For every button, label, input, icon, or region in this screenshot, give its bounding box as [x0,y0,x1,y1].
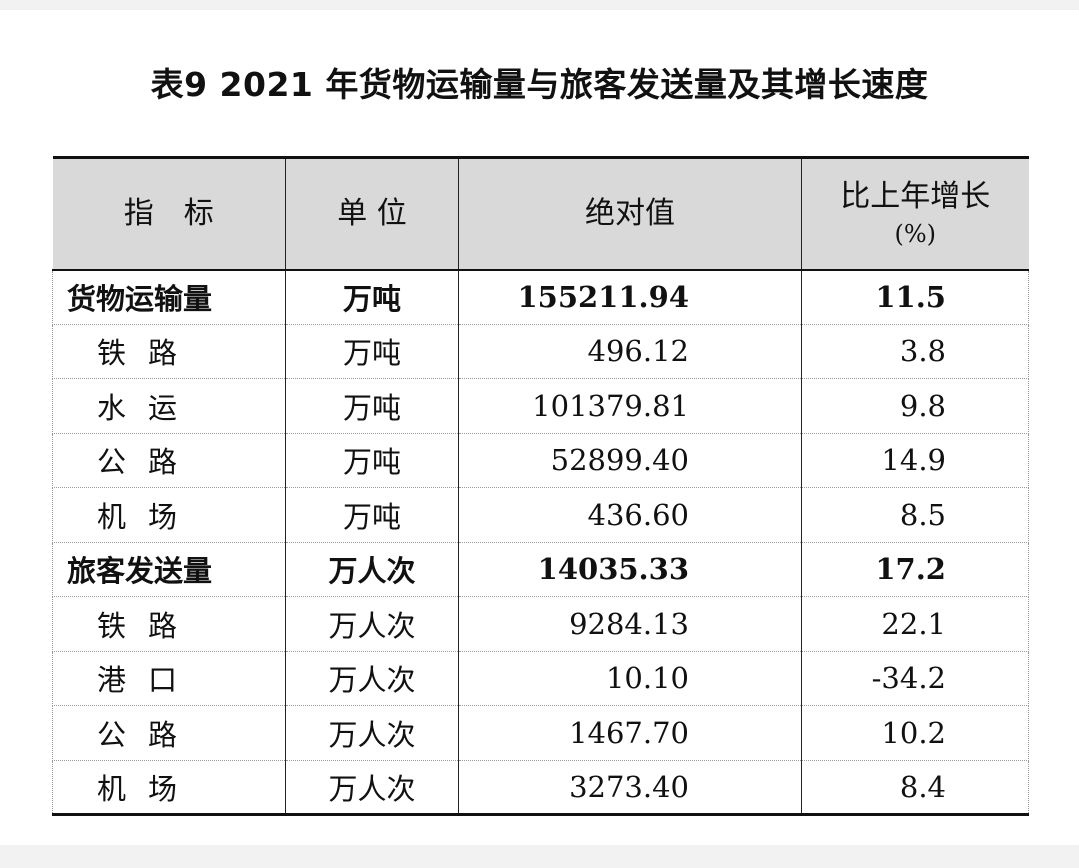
row-absolute-value: 436.60 [458,487,802,543]
row-absolute-value: 52899.40 [458,433,802,488]
header-growth: 比上年增长 (%) [801,156,1029,271]
row-absolute-value: 9284.13 [458,596,802,652]
row-growth-rate: 22.1 [801,596,1029,652]
row-unit: 万吨 [285,269,459,325]
table-row: 旅客发送量 万人次 14035.33 17.2 [52,542,1029,597]
header-unit: 单 位 [285,156,459,271]
document-page: 表9 2021 年货物运输量与旅客发送量及其增长速度 指 标 单 位 绝对值 比… [0,10,1079,845]
row-growth-rate: 11.5 [801,269,1029,325]
row-unit: 万吨 [285,487,459,543]
row-unit: 万人次 [285,760,459,816]
row-growth-rate: 9.8 [801,378,1029,434]
row-absolute-value: 155211.94 [458,269,802,325]
row-indicator: 港口 [52,651,286,706]
row-unit: 万人次 [285,542,459,597]
row-growth-rate: 14.9 [801,433,1029,488]
row-absolute-value: 14035.33 [458,542,802,597]
row-growth-rate: 17.2 [801,542,1029,597]
row-indicator: 公路 [52,433,286,488]
header-indicator: 指 标 [52,156,286,271]
row-absolute-value: 10.10 [458,651,802,706]
row-indicator: 机场 [52,760,286,816]
row-indicator: 货物运输量 [52,269,286,325]
table-title: 表9 2021 年货物运输量与旅客发送量及其增长速度 [150,65,929,104]
row-indicator: 公路 [52,705,286,761]
header-growth-label: 比上年增长 [840,178,991,214]
row-absolute-value: 101379.81 [458,378,802,434]
row-growth-rate: 8.5 [801,487,1029,543]
table-row: 铁路 万人次 9284.13 22.1 [52,596,1029,652]
row-growth-rate: 10.2 [801,705,1029,761]
table-row: 机场 万人次 3273.40 8.4 [52,760,1029,816]
table-row: 货物运输量 万吨 155211.94 11.5 [52,269,1029,325]
table-row: 港口 万人次 10.10 -34.2 [52,651,1029,706]
table-row: 机场 万吨 436.60 8.5 [52,487,1029,543]
table-row: 铁路 万吨 496.12 3.8 [52,324,1029,379]
table-row: 公路 万吨 52899.40 14.9 [52,433,1029,488]
row-growth-rate: 3.8 [801,324,1029,379]
row-unit: 万人次 [285,651,459,706]
row-unit: 万人次 [285,596,459,652]
row-unit: 万人次 [285,705,459,761]
row-growth-rate: -34.2 [801,651,1029,706]
row-absolute-value: 496.12 [458,324,802,379]
row-indicator: 水运 [52,378,286,434]
row-indicator: 机场 [52,487,286,543]
row-unit: 万吨 [285,433,459,488]
table-row: 水运 万吨 101379.81 9.8 [52,378,1029,434]
header-growth-unit: (%) [894,219,937,248]
row-unit: 万吨 [285,324,459,379]
row-indicator: 旅客发送量 [52,542,286,597]
row-indicator: 铁路 [52,324,286,379]
row-indicator: 铁路 [52,596,286,652]
transport-table: 指 标 单 位 绝对值 比上年增长 (%) 货物运输量 万吨 155211.94 11… [52,156,1029,816]
row-absolute-value: 3273.40 [458,760,802,816]
table-body: 货物运输量 万吨 155211.94 11.5 铁路 万吨 496.12 3.8 水运 万吨 101… [52,269,1029,816]
row-growth-rate: 8.4 [801,760,1029,816]
header-row: 指 标 单 位 绝对值 比上年增长 (%) [52,156,1029,271]
row-unit: 万吨 [285,378,459,434]
header-absolute: 绝对值 [458,156,802,271]
row-absolute-value: 1467.70 [458,705,802,761]
table-row: 公路 万人次 1467.70 10.2 [52,705,1029,761]
